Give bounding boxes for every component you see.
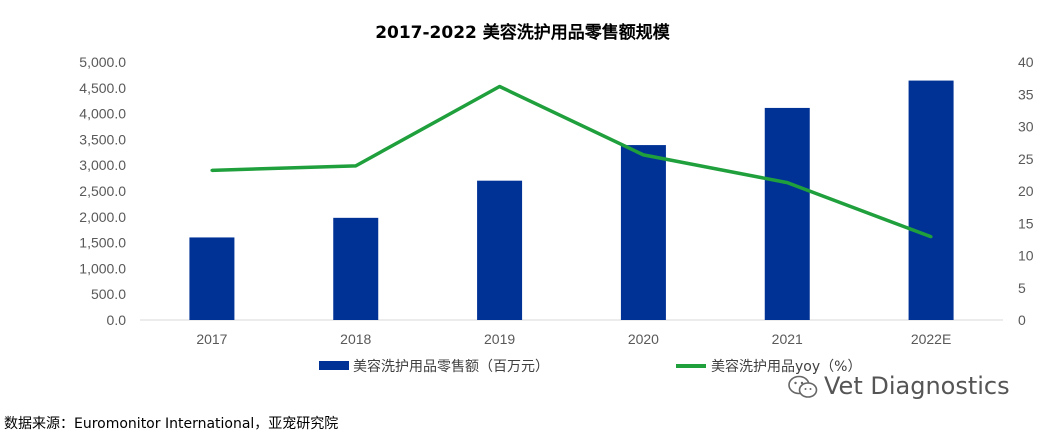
y-left-tick-label: 1,500.0 [79,235,126,251]
chart-title: 2017-2022 美容洗护用品零售额规模 [375,23,670,43]
y-left-tick-label: 2,000.0 [79,209,126,225]
y-right-tick-label: 25 [1018,151,1034,167]
y-left-tick-label: 3,500.0 [79,131,126,147]
y-left-tick-label: 3,000.0 [79,157,126,173]
yoy-point [354,164,358,168]
y-left-tick-label: 1,000.0 [79,260,126,276]
legend-swatch-bar [319,361,349,370]
y-right-tick-label: 20 [1018,183,1034,199]
bar [189,237,235,320]
source-note: 数据来源：Euromonitor International，亚宠研究院 [4,416,339,432]
y-left-tick-label: 500.0 [91,286,126,302]
y-left-tick-label: 2,500.0 [79,183,126,199]
bar [333,217,379,320]
x-tick-label: 2018 [340,331,371,347]
bar [764,107,810,320]
bar [908,80,954,321]
wechat-icon [788,375,818,398]
y-right-tick-label: 5 [1018,280,1026,296]
y-left-tick-label: 5,000.0 [79,54,126,70]
y-left-tick-label: 0.0 [107,312,127,328]
yoy-point [641,153,645,157]
y-left-tick-label: 4,500.0 [79,80,126,96]
y-right-tick-label: 30 [1018,119,1034,135]
bar [477,180,523,320]
legend-label-bar: 美容洗护用品零售额（百万元） [353,358,549,375]
x-tick-label: 2019 [484,331,515,347]
x-tick-label: 2022E [911,331,951,347]
yoy-point [498,85,502,89]
watermark: Vet Diagnostics [788,372,1010,400]
y-left-tick-label: 4,000.0 [79,106,126,122]
yoy-line [211,84,932,239]
legend-label-line: 美容洗护用品yoy（%） [711,358,861,375]
x-tick-label: 2021 [772,331,803,347]
y-right-tick-label: 15 [1018,215,1034,231]
x-tick-label: 2020 [628,331,659,347]
bar [620,145,666,320]
y-right-tick-label: 0 [1018,312,1026,328]
yoy-point [210,168,214,172]
y-right-tick-label: 10 [1018,248,1034,264]
yoy-point [929,235,933,239]
x-tick-label: 2017 [196,331,227,347]
y-right-tick-label: 35 [1018,86,1034,102]
watermark-text: Vet Diagnostics [824,372,1010,400]
yoy-point [785,181,789,185]
y-right-tick-label: 40 [1018,54,1034,70]
